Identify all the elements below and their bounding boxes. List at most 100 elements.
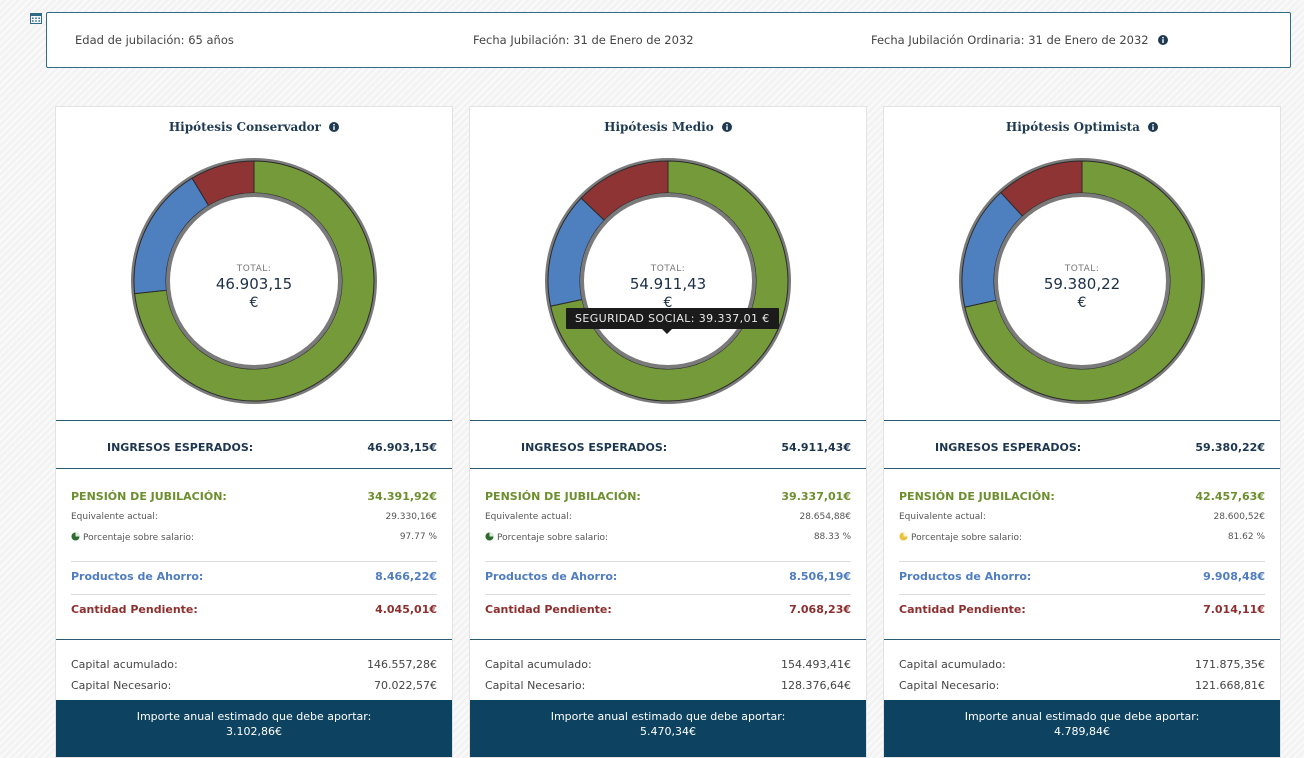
porcentaje-row: Porcentaje sobre salario: 97.77 % xyxy=(71,532,437,543)
pendiente-row: Cantidad Pendiente: 7.068,23€ xyxy=(485,603,851,616)
donut-total: TOTAL: 46.903,15 € xyxy=(56,264,452,311)
productos-value: 9.908,48€ xyxy=(1203,570,1265,583)
equivalente-row: Equivalente actual: 29.330,16€ xyxy=(71,512,437,522)
pendiente-label: Cantidad Pendiente: xyxy=(485,603,612,616)
ingresos-esperados-row: INGRESOS ESPERADOS: 46.903,15€ xyxy=(71,441,437,454)
importe-label: Importe anual estimado que debe aportar: xyxy=(964,710,1200,723)
info-icon[interactable] xyxy=(721,122,732,132)
capital-necesario-row: Capital Necesario: 121.668,81€ xyxy=(899,679,1265,692)
porcentaje-row: Porcentaje sobre salario: 81.62 % xyxy=(899,532,1265,543)
equivalente-label: Equivalente actual: xyxy=(71,512,158,522)
pie-chart-icon xyxy=(485,532,494,541)
porcentaje-label: Porcentaje sobre salario: xyxy=(911,533,1023,543)
info-icon[interactable] xyxy=(1158,35,1169,45)
equivalente-value: 28.600,52€ xyxy=(1213,512,1265,522)
importe-value: 4.789,84€ xyxy=(1054,725,1110,738)
divider xyxy=(485,561,851,562)
importe-anual-footer: Importe anual estimado que debe aportar:… xyxy=(470,700,866,757)
divider xyxy=(470,468,866,469)
calendar-icon xyxy=(30,13,42,24)
capital-necesario-label: Capital Necesario: xyxy=(71,679,172,692)
total-label: TOTAL: xyxy=(650,264,686,274)
card-title-text: Hipótesis Conservador xyxy=(168,120,321,134)
total-currency: € xyxy=(1077,295,1087,311)
total-value: 46.903,15 xyxy=(215,275,293,293)
card-title-text: Hipótesis Medio xyxy=(604,120,714,134)
fecha-jubilacion-ordinaria: Fecha Jubilación Ordinaria: 31 de Enero … xyxy=(871,33,1169,47)
pension-label: PENSIÓN DE JUBILACIÓN: xyxy=(71,490,227,503)
fecha-jubilacion-ordinaria-text: Fecha Jubilación Ordinaria: 31 de Enero … xyxy=(871,33,1149,47)
equivalente-value: 28.654,88€ xyxy=(799,512,851,522)
pie-chart-icon xyxy=(899,532,908,541)
pendiente-label: Cantidad Pendiente: xyxy=(71,603,198,616)
ingresos-label: INGRESOS ESPERADOS: xyxy=(107,441,254,454)
total-currency: € xyxy=(663,295,673,311)
productos-row: Productos de Ahorro: 9.908,48€ xyxy=(899,570,1265,583)
capital-acumulado-row: Capital acumulado: 146.557,28€ xyxy=(71,658,437,671)
ingresos-esperados-row: INGRESOS ESPERADOS: 59.380,22€ xyxy=(899,441,1265,454)
capital-acumulado-row: Capital acumulado: 171.875,35€ xyxy=(899,658,1265,671)
ingresos-value: 59.380,22€ xyxy=(1195,441,1265,454)
porcentaje-label: Porcentaje sobre salario: xyxy=(497,533,609,543)
equivalente-value: 29.330,16€ xyxy=(385,512,437,522)
divider xyxy=(884,468,1280,469)
porcentaje-label: Porcentaje sobre salario: xyxy=(83,533,195,543)
donut-hole xyxy=(170,197,338,365)
total-value: 59.380,22 xyxy=(1043,275,1121,293)
pension-label: PENSIÓN DE JUBILACIÓN: xyxy=(899,490,1055,503)
divider xyxy=(884,420,1280,421)
info-icon[interactable] xyxy=(329,122,340,132)
pie-chart-icon xyxy=(71,532,80,541)
divider xyxy=(470,420,866,421)
total-currency: € xyxy=(249,295,259,311)
donut-total: TOTAL: 54.911,43 € xyxy=(470,264,866,311)
pendiente-value: 4.045,01€ xyxy=(375,603,437,616)
donut-total: TOTAL: 59.380,22 € xyxy=(884,264,1280,311)
pension-row: PENSIÓN DE JUBILACIÓN: 42.457,63€ xyxy=(899,490,1265,503)
ingresos-label: INGRESOS ESPERADOS: xyxy=(935,441,1082,454)
ingresos-label: INGRESOS ESPERADOS: xyxy=(521,441,668,454)
total-label: TOTAL: xyxy=(236,264,272,274)
pendiente-value: 7.014,11€ xyxy=(1203,603,1265,616)
card-title: Hipótesis Medio xyxy=(470,120,866,134)
divider xyxy=(56,420,452,421)
pendiente-value: 7.068,23€ xyxy=(789,603,851,616)
pension-value: 34.391,92€ xyxy=(367,490,437,503)
equivalente-row: Equivalente actual: 28.600,52€ xyxy=(899,512,1265,522)
productos-value: 8.466,22€ xyxy=(375,570,437,583)
porcentaje-row: Porcentaje sobre salario: 88.33 % xyxy=(485,532,851,543)
divider xyxy=(485,594,851,595)
importe-label: Importe anual estimado que debe aportar: xyxy=(550,710,786,723)
porcentaje-value: 81.62 % xyxy=(1227,532,1265,542)
capital-acumulado-row: Capital acumulado: 154.493,41€ xyxy=(485,658,851,671)
capital-acumulado-label: Capital acumulado: xyxy=(899,658,1006,671)
hypothesis-card-2: Hipótesis Medio TOTAL: 54.911,43 € INGRE… xyxy=(469,106,867,758)
capital-acumulado-value: 171.875,35€ xyxy=(1195,658,1265,671)
pension-value: 39.337,01€ xyxy=(781,490,851,503)
chart-tooltip: SEGURIDAD SOCIAL: 39.337,01 € xyxy=(566,308,779,334)
card-title-text: Hipótesis Optimista xyxy=(1005,120,1140,134)
ingresos-value: 46.903,15€ xyxy=(367,441,437,454)
pension-row: PENSIÓN DE JUBILACIÓN: 39.337,01€ xyxy=(485,490,851,503)
donut-chart[interactable] xyxy=(956,155,1208,407)
retirement-info-bar: Edad de jubilación: 65 años Fecha Jubila… xyxy=(46,12,1291,68)
pension-label: PENSIÓN DE JUBILACIÓN: xyxy=(485,490,641,503)
equivalente-label: Equivalente actual: xyxy=(899,512,986,522)
capital-necesario-row: Capital Necesario: 128.376,64€ xyxy=(485,679,851,692)
info-icon[interactable] xyxy=(1148,122,1159,132)
productos-label: Productos de Ahorro: xyxy=(71,570,204,583)
capital-necesario-value: 70.022,57€ xyxy=(374,679,437,692)
pension-value: 42.457,63€ xyxy=(1195,490,1265,503)
capital-acumulado-value: 146.557,28€ xyxy=(367,658,437,671)
capital-necesario-label: Capital Necesario: xyxy=(485,679,586,692)
divider xyxy=(71,594,437,595)
divider xyxy=(71,561,437,562)
divider xyxy=(884,639,1280,640)
pendiente-label: Cantidad Pendiente: xyxy=(899,603,1026,616)
donut-chart[interactable] xyxy=(128,155,380,407)
capital-necesario-row: Capital Necesario: 70.022,57€ xyxy=(71,679,437,692)
porcentaje-value: 97.77 % xyxy=(399,532,437,542)
productos-label: Productos de Ahorro: xyxy=(485,570,618,583)
pendiente-row: Cantidad Pendiente: 4.045,01€ xyxy=(71,603,437,616)
total-value: 54.911,43 xyxy=(629,275,707,293)
